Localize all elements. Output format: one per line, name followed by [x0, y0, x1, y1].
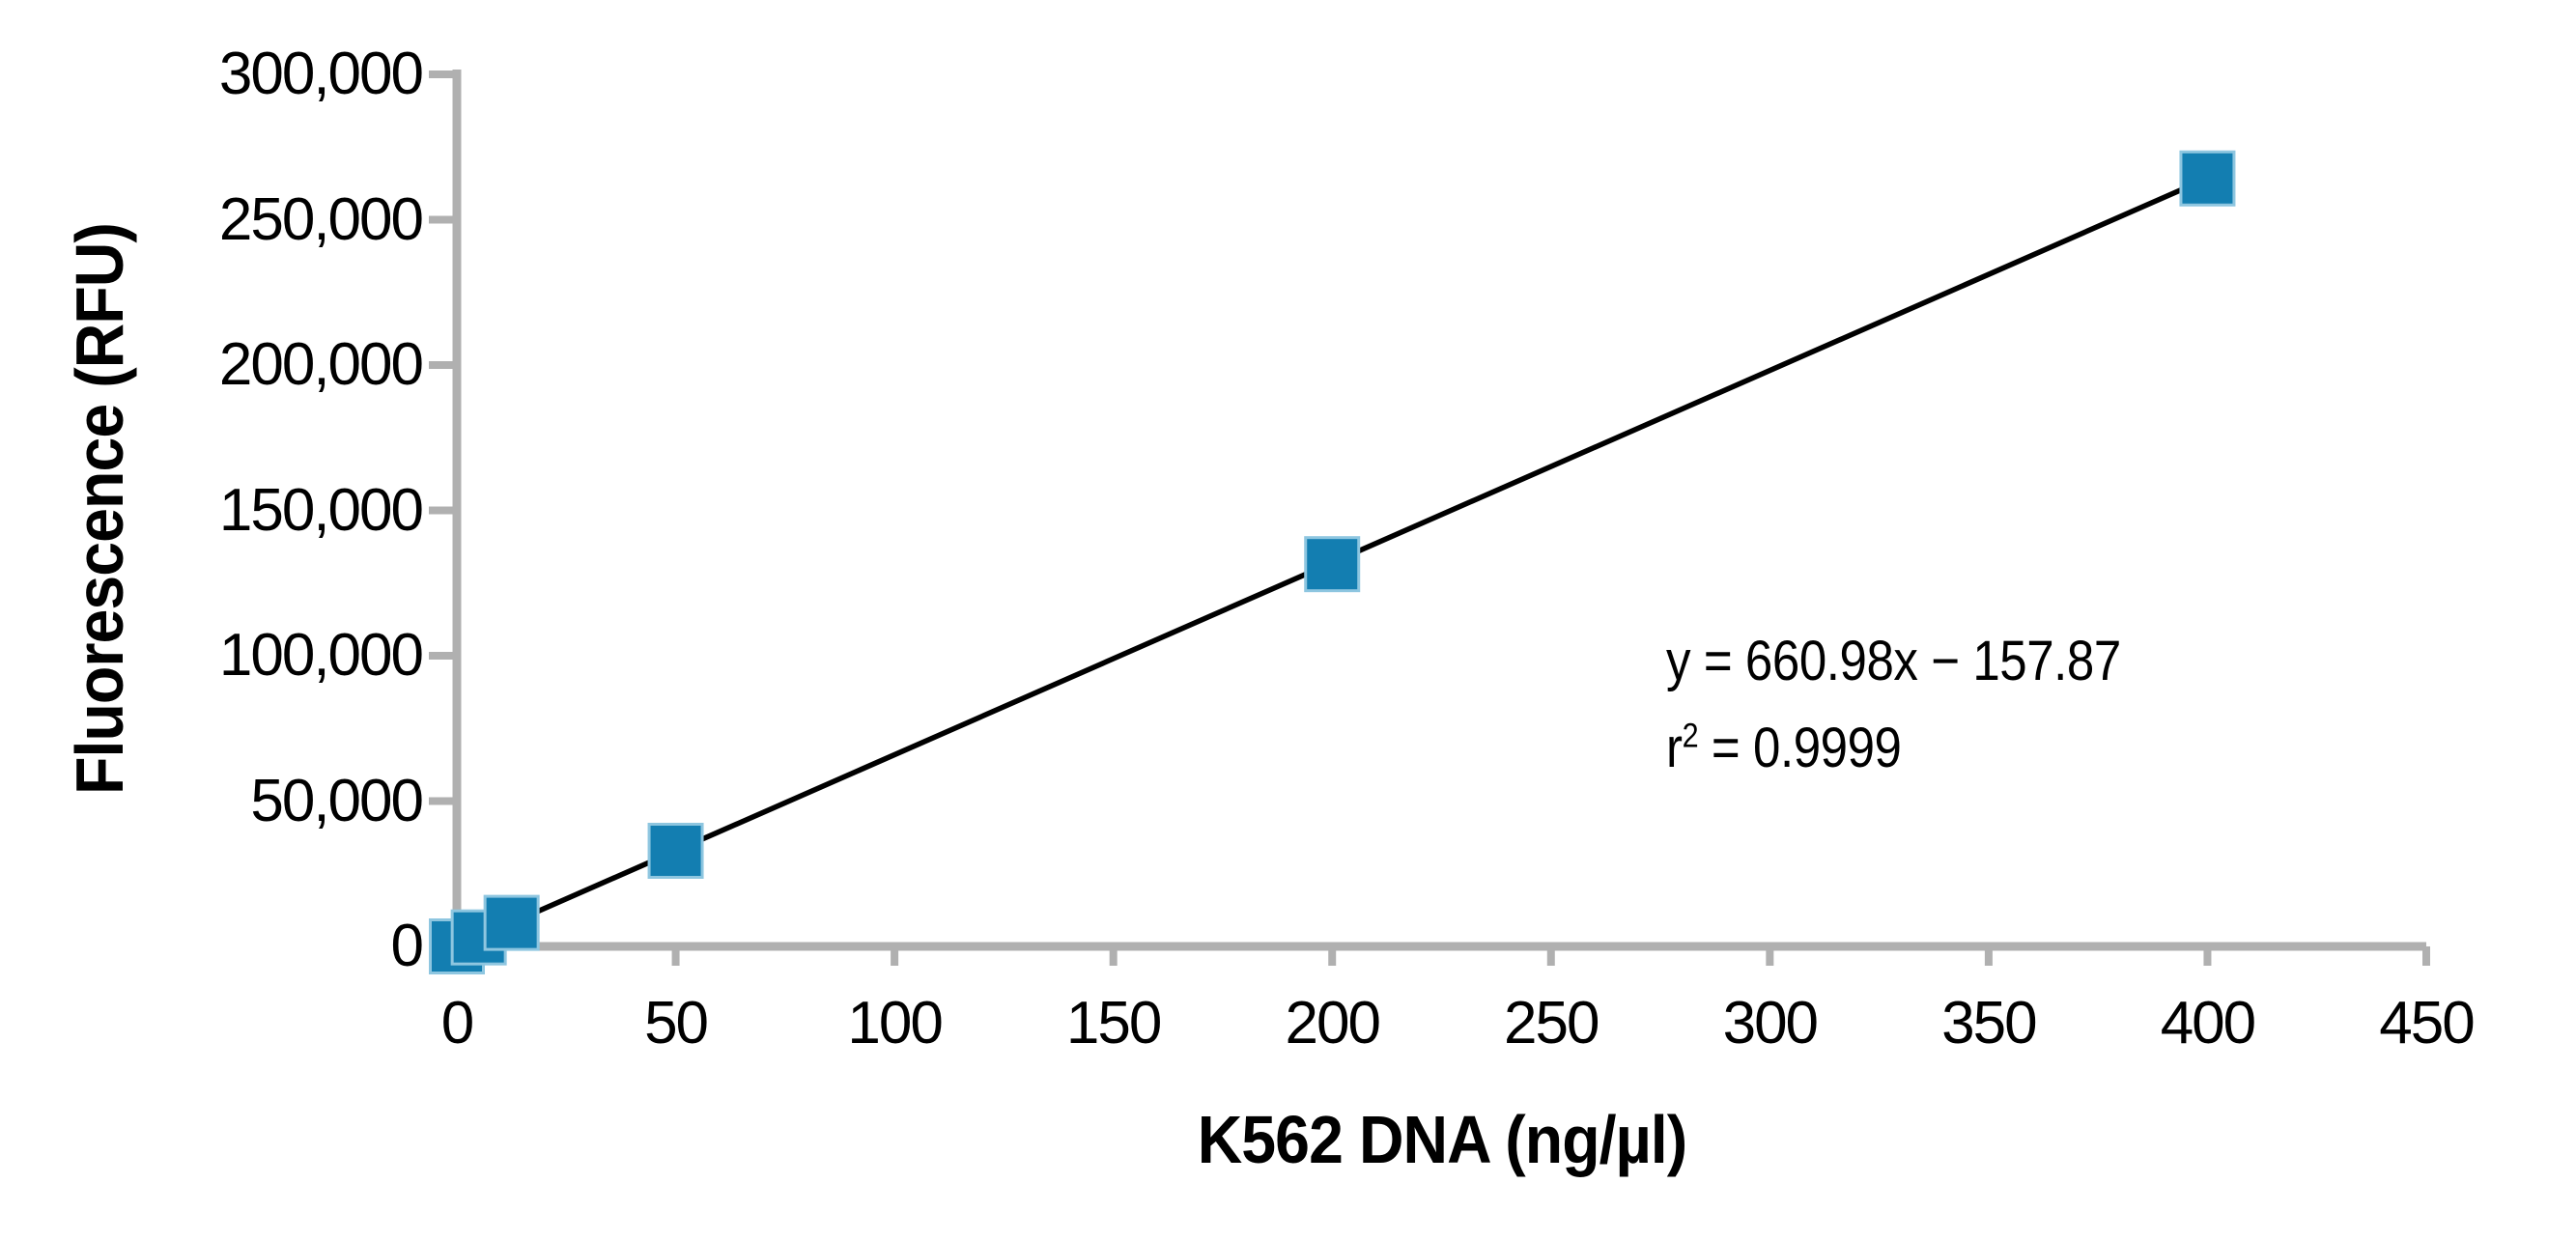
- r-superscript: 2: [1682, 717, 1699, 755]
- fit-equation-line: y = 660.98x − 157.87: [1666, 630, 2121, 692]
- data-point-marker: [483, 894, 540, 951]
- x-tick-label: 250: [1504, 990, 1599, 1057]
- y-tick-label: 100,000: [218, 622, 424, 689]
- y-tick-label: 0: [390, 913, 424, 979]
- fit-rsquared-line: r2 = 0.9999: [1666, 705, 2121, 792]
- r-squared-value: = 0.9999: [1698, 717, 1902, 779]
- markers-layer: [429, 150, 2236, 974]
- x-tick-label: 0: [440, 990, 474, 1057]
- data-point-marker: [1304, 536, 1361, 593]
- x-tick-label: 50: [644, 990, 709, 1057]
- data-point-marker: [647, 822, 704, 879]
- x-tick-label: 450: [2379, 990, 2475, 1057]
- x-tick-label: 300: [1722, 990, 1819, 1057]
- x-tick-label: 400: [2160, 990, 2256, 1057]
- y-axis-title: Fluorescence (RFU): [62, 223, 137, 795]
- x-axis-title: K562 DNA (ng/µl): [1197, 1102, 1688, 1177]
- r-symbol: r: [1666, 717, 1683, 779]
- y-tick-label: 300,000: [218, 41, 424, 107]
- y-tick-label: 50,000: [250, 767, 424, 834]
- axes-layer: [429, 70, 2430, 966]
- x-tick-label: 200: [1285, 990, 1380, 1057]
- x-tick-label: 100: [847, 990, 943, 1057]
- y-tick-label: 200,000: [218, 331, 424, 398]
- x-tick-label: 150: [1065, 990, 1162, 1057]
- data-point-marker: [2179, 150, 2236, 207]
- y-tick-label: 150,000: [218, 476, 424, 544]
- fit-annotation: y = 660.98x − 157.87 r2 = 0.9999: [1666, 618, 2121, 792]
- x-tick-label: 350: [1941, 990, 2037, 1057]
- y-tick-label: 250,000: [218, 185, 424, 253]
